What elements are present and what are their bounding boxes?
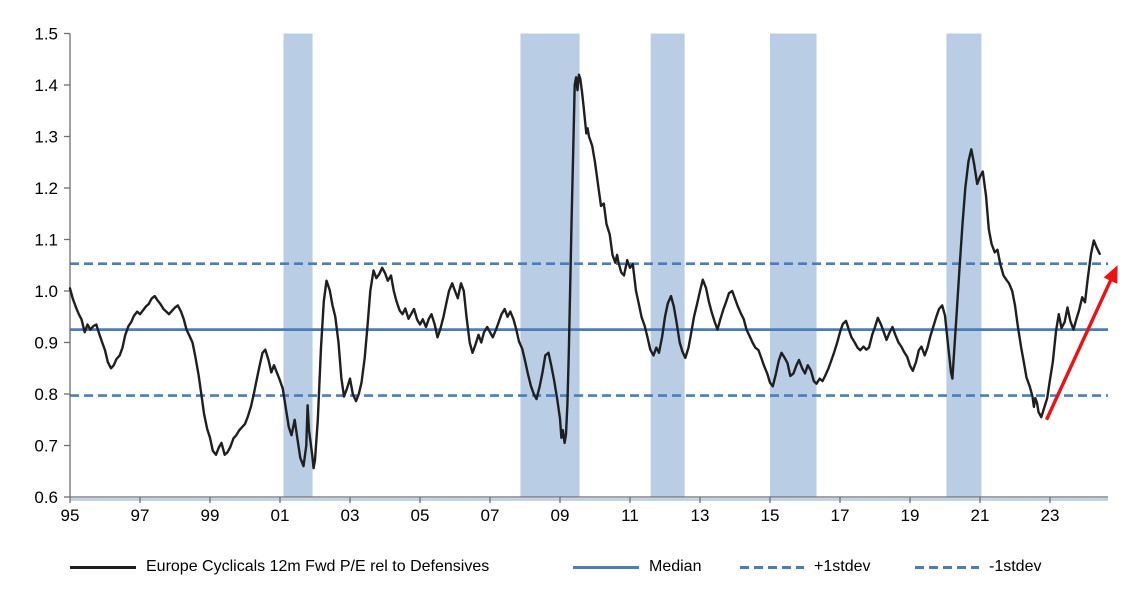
y-tick-label: 0.7 xyxy=(34,437,58,456)
legend-label-plus1stdev: +1stdev xyxy=(814,558,871,575)
y-tick-label: 1.1 xyxy=(34,231,58,250)
x-tick-label: 03 xyxy=(341,506,360,525)
x-tick-label: 23 xyxy=(1041,506,1060,525)
x-tick-label: 17 xyxy=(831,506,850,525)
x-tick-label: 99 xyxy=(201,506,220,525)
legend-label-series: Europe Cyclicals 12m Fwd P/E rel to Defe… xyxy=(146,558,490,575)
legend-label-minus1stdev: -1stdev xyxy=(989,558,1042,575)
x-tick-label: 13 xyxy=(691,506,710,525)
x-tick-label: 09 xyxy=(551,506,570,525)
legend-label-median: Median xyxy=(649,558,702,575)
recession-band xyxy=(946,33,982,497)
x-tick-label: 11 xyxy=(621,506,639,525)
plus1stdev-line-swatch xyxy=(740,565,804,569)
series-line-swatch xyxy=(70,565,136,569)
y-tick-label: 0.8 xyxy=(34,385,58,404)
y-tick-label: 1.2 xyxy=(34,179,58,198)
x-tick-label: 21 xyxy=(971,506,990,525)
legend-item-plus1stdev: +1stdev xyxy=(740,554,870,580)
minus1stdev-line-swatch xyxy=(915,565,979,569)
x-tick-label: 01 xyxy=(271,506,290,525)
baseline-strip xyxy=(70,498,1108,501)
chart-legend: Europe Cyclicals 12m Fwd P/E rel to Defe… xyxy=(0,554,1140,584)
trend-arrow-shaft xyxy=(1044,276,1114,421)
median-line-swatch xyxy=(573,565,639,569)
y-tick-label: 1.3 xyxy=(34,128,58,147)
x-tick-label: 15 xyxy=(761,506,780,525)
x-tick-label: 97 xyxy=(131,506,150,525)
x-tick-label: 19 xyxy=(901,506,920,525)
series-line xyxy=(68,73,1101,470)
x-tick-label: 05 xyxy=(411,506,430,525)
legend-item-median: Median xyxy=(573,554,701,580)
recession-band xyxy=(770,33,817,497)
y-tick-label: 1.5 xyxy=(34,25,58,44)
y-tick-label: 1.0 xyxy=(34,282,58,301)
legend-item-minus1stdev: -1stdev xyxy=(915,554,1041,580)
x-tick-label: 95 xyxy=(61,506,80,525)
x-tick-label: 07 xyxy=(481,506,500,525)
cyclicals-relative-pe-chart: 0.6 0.7 0.8 0.9 1.0 1.1 1.2 1.3 1.4 1.5 95 97 99 01 03… xyxy=(34,25,1118,525)
y-tick-label: 1.4 xyxy=(34,76,58,95)
trend-arrow-head xyxy=(1103,265,1118,284)
legend-item-series: Europe Cyclicals 12m Fwd P/E rel to Defe… xyxy=(70,554,489,580)
y-tick-label: 0.9 xyxy=(34,334,58,353)
y-tick-label: 0.6 xyxy=(34,488,58,507)
recession-band xyxy=(650,33,685,497)
